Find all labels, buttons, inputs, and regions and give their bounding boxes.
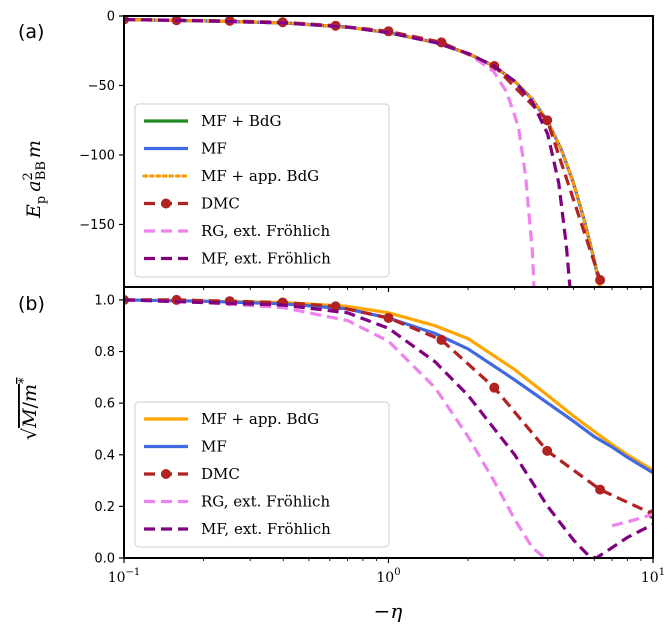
series-dmc-marker	[595, 275, 606, 286]
series-dmc-marker	[436, 334, 447, 345]
series-dmc-marker	[436, 37, 447, 48]
series-rg-ext-fr-hlich-line	[124, 298, 546, 558]
y-tick-label: 0.4	[94, 448, 115, 463]
legend-label-mf: MF	[201, 438, 227, 456]
legend-label-mf-app-bdg: MF + app. BdG	[201, 167, 319, 185]
panel-b-plot-area	[124, 294, 653, 558]
panel-b: (b) 0.00.20.40.60.81.0 10−1 100 101 √M/m* …	[17, 286, 665, 623]
panel-b-y-axis-label: √M/m*	[17, 377, 41, 440]
panel-a-y-axis-label: Epa2BBm	[21, 140, 49, 219]
series-rg-ext-fr-hlich-upper-branch-line	[611, 512, 653, 528]
x-tick-label: 10−1	[108, 567, 141, 586]
panel-b-label: (b)	[18, 293, 45, 315]
y-tick-label: 1.0	[94, 293, 115, 308]
series-dmc-marker	[383, 312, 394, 323]
panel-a-plot-area	[124, 16, 606, 287]
legend-label-mf-app-bdg: MF + app. BdG	[201, 410, 319, 428]
y-tick-label: 0.2	[94, 500, 115, 515]
legend-label-dmc: DMC	[201, 195, 240, 213]
legend-marker-dmc	[161, 469, 171, 479]
y-tick-label: 0.8	[94, 345, 115, 360]
panel-b-legend: MF + app. BdG MF DMC RG, ext. Fröhlich MF, e…	[134, 401, 390, 548]
legend-label-mf: MF	[201, 140, 227, 158]
panel-a-label: (a)	[18, 21, 44, 43]
legend-label-mf-ext-fr-hlich: MF, ext. Fröhlich	[201, 250, 331, 268]
y-tick-label: 0.0	[94, 552, 115, 567]
y-tick-label: 0	[107, 10, 115, 25]
legend-label-mf-bdg: MF + BdG	[201, 112, 281, 130]
legend-label-rg-ext-fr-hlich: RG, ext. Fröhlich	[201, 493, 330, 511]
panel-a-legend: MF + BdG MF MF + app. BdG DMC RG, ext. Fröhl…	[134, 103, 390, 278]
panel-a-y-ticks: 0 −50 −100 −150	[79, 10, 124, 233]
x-axis-label: −η	[374, 599, 403, 623]
series-dmc-marker	[542, 115, 553, 126]
legend-frame	[134, 103, 390, 278]
panel-b-x-ticks: 10−1 100 101	[108, 558, 665, 586]
series-mf-ext-fr-hlich-line	[124, 298, 653, 558]
y-tick-label: −100	[79, 148, 115, 163]
legend-frame	[134, 401, 390, 548]
series-dmc-marker	[595, 484, 606, 495]
y-tick-label: 0.6	[94, 397, 115, 412]
legend-label-rg-ext-fr-hlich: RG, ext. Fröhlich	[201, 222, 330, 240]
y-tick-label: −50	[88, 79, 115, 94]
series-mf-ext-fr-hlich-line	[124, 17, 572, 287]
y-tick-label: −150	[79, 218, 115, 233]
legend-label-mf-ext-fr-hlich: MF, ext. Fröhlich	[201, 520, 331, 538]
series-dmc-marker	[489, 382, 500, 393]
panel-b-y-ticks: 0.0 0.2 0.4 0.6 0.8 1.0	[94, 293, 124, 567]
series-dmc-marker	[171, 294, 182, 305]
series-dmc-marker	[330, 301, 341, 312]
x-tick-label: 100	[376, 567, 400, 586]
legend-label-dmc: DMC	[201, 465, 240, 483]
legend-marker-dmc	[161, 198, 171, 209]
x-tick-label: 101	[641, 567, 665, 586]
series-dmc-marker	[542, 445, 553, 456]
